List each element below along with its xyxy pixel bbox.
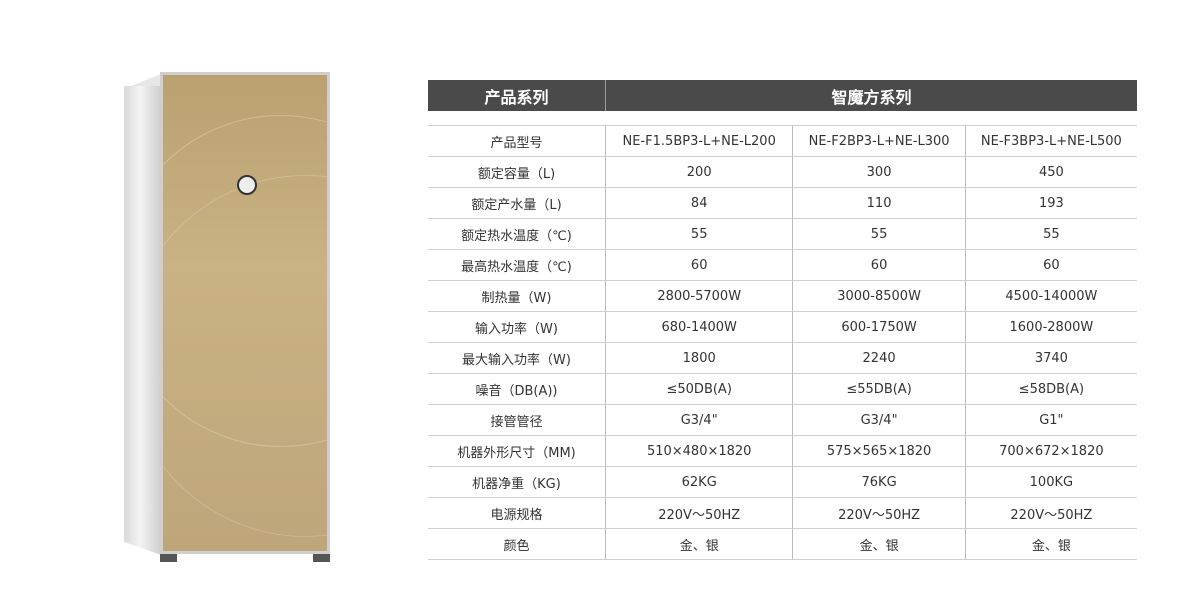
row-value: 700×672×1820 (964, 435, 1137, 467)
row-value: 100KG (964, 466, 1137, 498)
row-value: 220V～50HZ (964, 497, 1137, 529)
table-row: 接管管径 G3/4" G3/4" G1" (428, 404, 1137, 436)
row-label: 输入功率（W) (428, 311, 606, 343)
table-row: 最大输入功率（W) 1800 2240 3740 (428, 342, 1137, 374)
row-label: 噪音（DB(A)) (428, 373, 606, 405)
row-value: 220V～50HZ (604, 497, 793, 529)
row-label: 额定热水温度（℃) (428, 218, 606, 250)
table-row: 输入功率（W) 680-1400W 600-1750W 1600-2800W (428, 311, 1137, 343)
row-label: 最高热水温度（℃) (428, 249, 606, 281)
row-value: 3740 (964, 342, 1137, 374)
row-value: ≤58DB(A) (964, 373, 1137, 405)
row-label: 接管管径 (428, 404, 606, 436)
row-value: 55 (964, 218, 1137, 250)
row-value: 200 (604, 156, 793, 188)
row-value: 680-1400W (604, 311, 793, 343)
row-value: NE-F1.5BP3-L+NE-L200 (604, 125, 793, 157)
row-value: NE-F2BP3-L+NE-L300 (792, 125, 966, 157)
row-value: 2240 (792, 342, 966, 374)
row-value: 4500-14000W (964, 280, 1137, 312)
unit-front-panel (160, 72, 330, 554)
row-value: 220V～50HZ (792, 497, 966, 529)
series-name: 智魔方系列 (605, 80, 1137, 111)
row-value: ≤50DB(A) (604, 373, 793, 405)
unit-feet (160, 554, 330, 562)
row-value: 2800-5700W (604, 280, 793, 312)
table-row: 机器净重（KG) 62KG 76KG 100KG (428, 466, 1137, 498)
row-label: 额定容量（L) (428, 156, 606, 188)
row-value: G3/4" (792, 404, 966, 436)
table-row: 噪音（DB(A)) ≤50DB(A) ≤55DB(A) ≤58DB(A) (428, 373, 1137, 405)
row-value: 60 (964, 249, 1137, 281)
table-row: 制热量（W) 2800-5700W 3000-8500W 4500-14000W (428, 280, 1137, 312)
table-row: 电源规格 220V～50HZ 220V～50HZ 220V～50HZ (428, 497, 1137, 529)
row-value: ≤55DB(A) (792, 373, 966, 405)
row-value: 60 (604, 249, 793, 281)
row-label: 产品型号 (428, 125, 606, 157)
row-value: G3/4" (604, 404, 793, 436)
row-value: NE-F3BP3-L+NE-L500 (964, 125, 1137, 157)
table-row: 额定热水温度（℃) 55 55 55 (428, 218, 1137, 250)
table-row: 产品型号 NE-F1.5BP3-L+NE-L200 NE-F2BP3-L+NE-L3… (428, 125, 1137, 157)
table-row: 机器外形尺寸（MM) 510×480×1820 575×565×1820 700×67… (428, 435, 1137, 467)
row-value: 55 (604, 218, 793, 250)
row-value: 600-1750W (792, 311, 966, 343)
row-value: 3000-8500W (792, 280, 966, 312)
row-value: G1" (964, 404, 1137, 436)
row-label: 最大输入功率（W) (428, 342, 606, 374)
row-value: 450 (964, 156, 1137, 188)
row-label: 电源规格 (428, 497, 606, 529)
table-row: 额定容量（L) 200 300 450 (428, 156, 1137, 188)
row-label: 机器净重（KG) (428, 466, 606, 498)
row-label: 额定产水量（L) (428, 187, 606, 219)
spec-table: 产品系列 智魔方系列 产品型号 NE-F1.5BP3-L+NE-L200 NE-F2… (428, 80, 1137, 560)
row-value: 1800 (604, 342, 793, 374)
row-value: 金、银 (604, 528, 793, 560)
row-value: 193 (964, 187, 1137, 219)
table-row: 颜色 金、银 金、银 金、银 (428, 528, 1137, 560)
row-value: 84 (604, 187, 793, 219)
row-value: 110 (792, 187, 966, 219)
row-value: 金、银 (964, 528, 1137, 560)
row-label: 颜色 (428, 528, 606, 560)
row-value: 575×565×1820 (792, 435, 966, 467)
table-row: 额定产水量（L) 84 110 193 (428, 187, 1137, 219)
row-value: 300 (792, 156, 966, 188)
spec-table-header: 产品系列 智魔方系列 (428, 80, 1137, 111)
row-label: 机器外形尺寸（MM) (428, 435, 606, 467)
row-value: 1600-2800W (964, 311, 1137, 343)
row-value: 60 (792, 249, 966, 281)
row-value: 金、银 (792, 528, 966, 560)
row-label: 制热量（W) (428, 280, 606, 312)
product-image-water-heater (120, 68, 335, 563)
table-row: 最高热水温度（℃) 60 60 60 (428, 249, 1137, 281)
spacer (428, 111, 1137, 126)
brand-logo-icon (237, 175, 257, 195)
row-value: 62KG (604, 466, 793, 498)
row-value: 55 (792, 218, 966, 250)
unit-side-panel (124, 86, 164, 556)
series-label: 产品系列 (428, 80, 606, 111)
row-value: 76KG (792, 466, 966, 498)
row-value: 510×480×1820 (604, 435, 793, 467)
